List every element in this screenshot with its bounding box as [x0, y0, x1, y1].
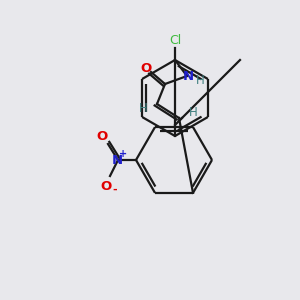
Text: O: O — [100, 179, 112, 193]
Text: O: O — [96, 130, 108, 142]
Text: Cl: Cl — [169, 34, 181, 46]
Text: N: N — [182, 70, 194, 83]
Text: N: N — [111, 154, 123, 166]
Text: H: H — [189, 106, 197, 119]
Text: +: + — [119, 149, 127, 159]
Text: O: O — [140, 61, 152, 74]
Text: H: H — [139, 103, 147, 116]
Text: H: H — [196, 74, 204, 88]
Text: -: - — [113, 185, 117, 195]
